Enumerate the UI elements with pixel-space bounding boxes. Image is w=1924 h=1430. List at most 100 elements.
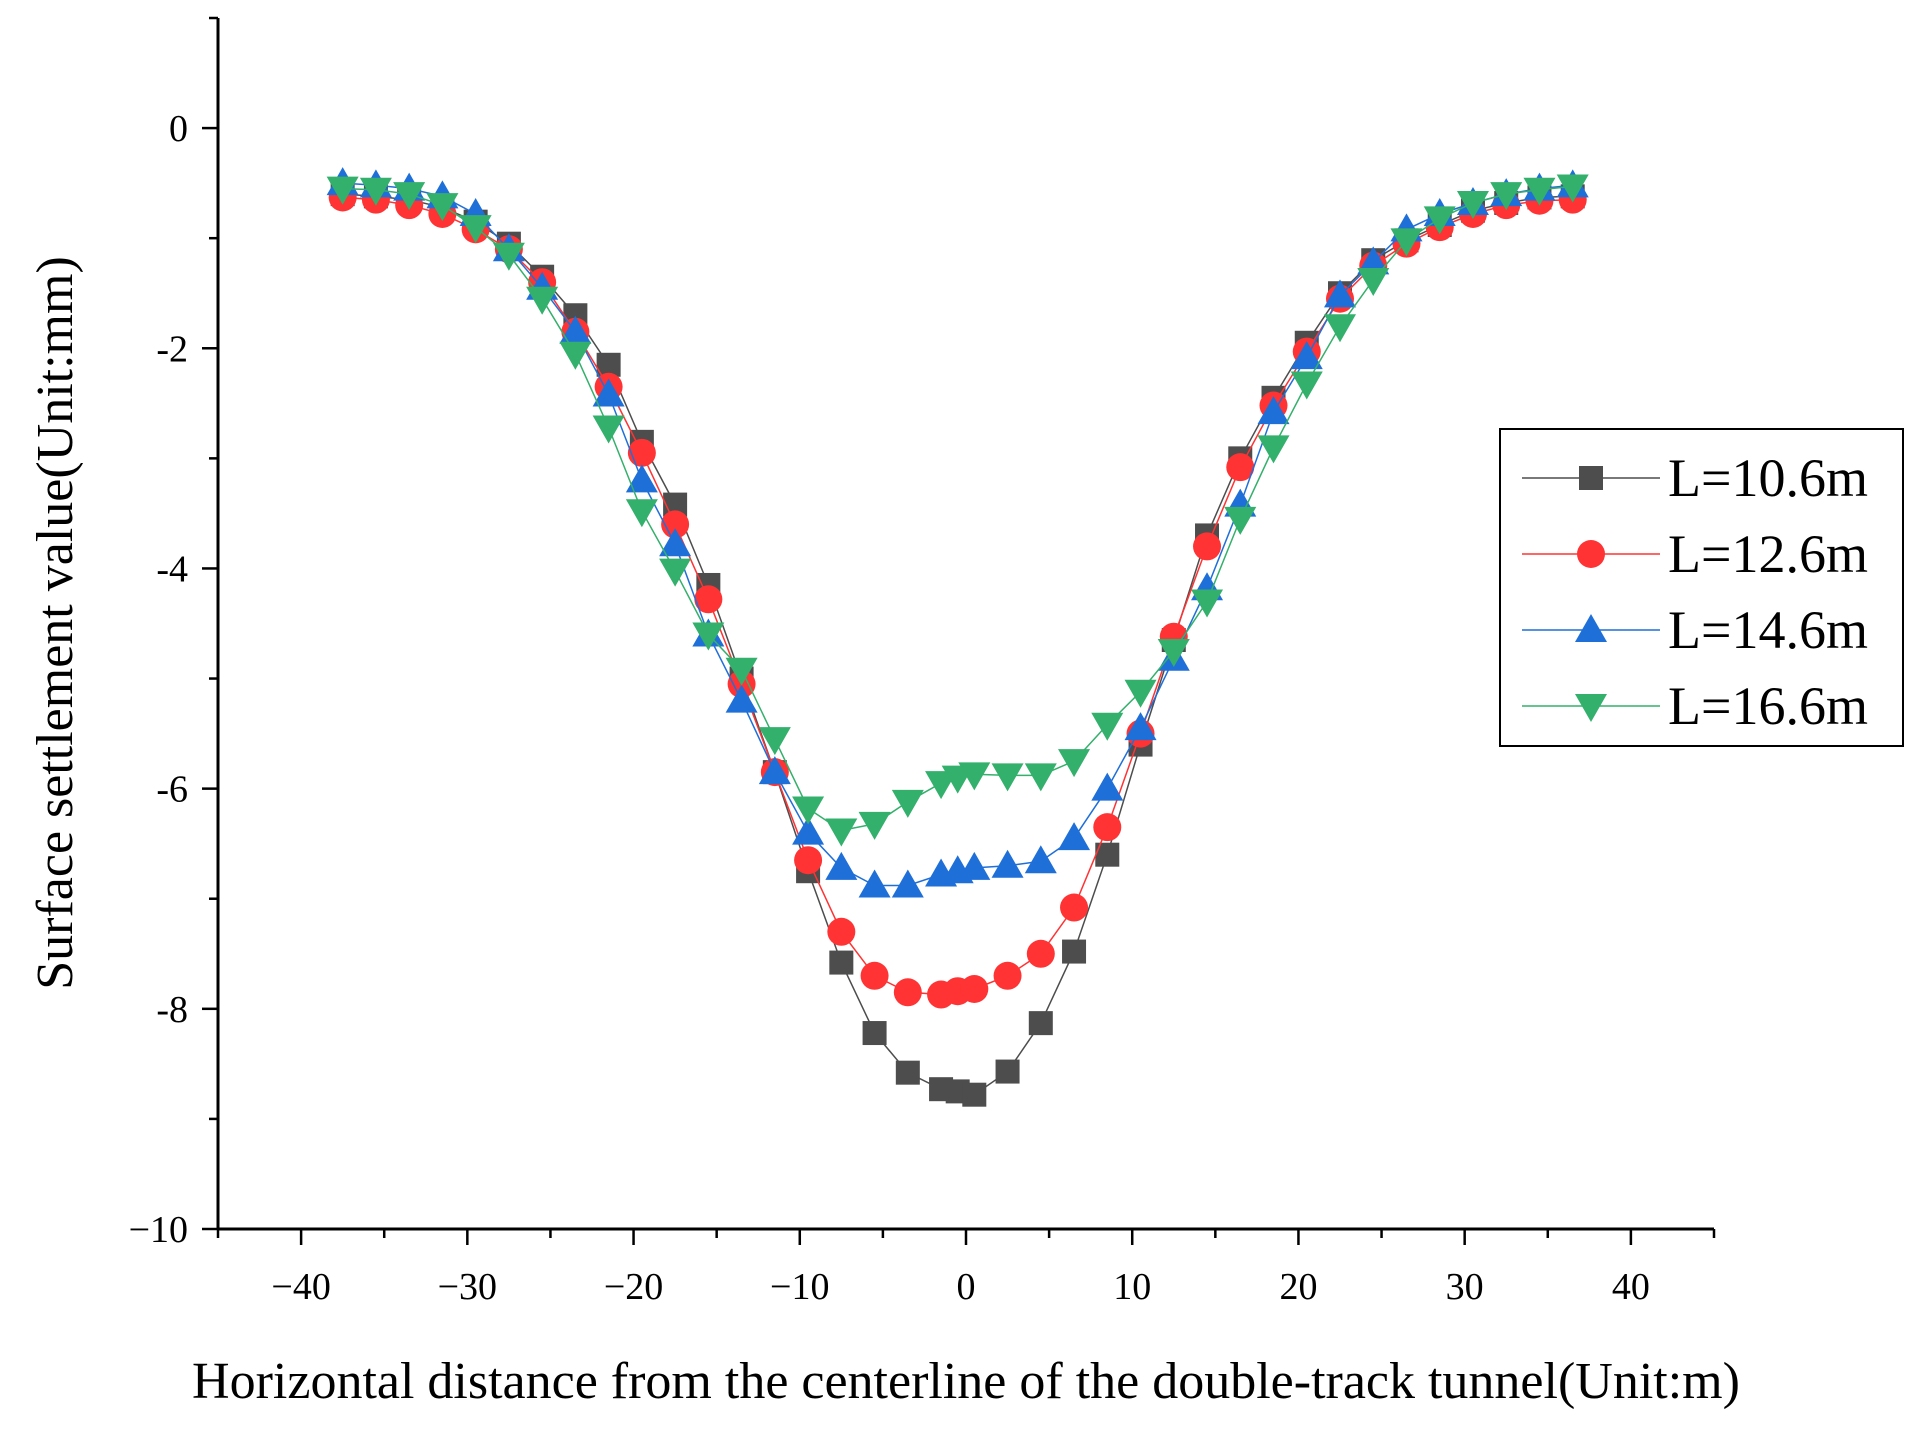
series-1	[330, 182, 1585, 1107]
data-point	[825, 851, 858, 880]
data-point	[1124, 679, 1157, 708]
data-point	[862, 1021, 887, 1046]
data-point	[1024, 845, 1057, 874]
data-point	[1290, 371, 1323, 400]
data-point	[891, 789, 924, 818]
data-point	[526, 286, 559, 315]
x-tick-label: 0	[957, 1266, 976, 1308]
y-axis-title: Surface settlement value(Unit:mm)	[27, 256, 84, 990]
data-point	[1157, 639, 1190, 668]
data-point	[1390, 228, 1423, 257]
series-4	[326, 174, 1589, 847]
data-point	[1324, 279, 1356, 308]
data-point	[1423, 206, 1456, 235]
x-tick-label: 30	[1446, 1266, 1484, 1308]
data-point	[960, 975, 989, 1004]
data-point	[858, 811, 891, 840]
data-point	[326, 176, 359, 205]
data-point	[1193, 532, 1222, 561]
data-point	[1024, 763, 1057, 792]
data-point	[1490, 182, 1523, 211]
data-point	[1556, 174, 1589, 203]
data-point	[725, 684, 758, 713]
data-point	[625, 499, 658, 528]
data-point	[1257, 396, 1290, 425]
y-tick-label: -8	[156, 989, 188, 1031]
data-point	[1257, 435, 1290, 464]
data-point	[1058, 749, 1091, 778]
data-point	[1523, 177, 1556, 206]
data-point	[1062, 939, 1087, 964]
data-point	[958, 762, 991, 791]
data-point	[659, 558, 692, 587]
data-point	[794, 846, 823, 875]
x-tick-label: 40	[1612, 1266, 1650, 1308]
x-tick-label: −20	[604, 1266, 663, 1308]
data-point	[792, 796, 825, 825]
legend: L=10.6m L=12.6m L=14.6m L=16.6m	[1499, 428, 1904, 747]
data-point	[758, 727, 791, 756]
data-point	[858, 869, 891, 898]
x-tick-label: −10	[770, 1266, 829, 1308]
data-point	[1124, 712, 1157, 741]
data-point	[1456, 190, 1489, 219]
data-point	[426, 193, 459, 222]
legend-label: L=14.6m	[1668, 600, 1868, 660]
data-point	[1060, 893, 1089, 922]
data-point	[1091, 772, 1124, 801]
data-point	[991, 849, 1024, 878]
series-2	[328, 183, 1587, 1009]
data-point	[1226, 453, 1255, 482]
data-point	[459, 215, 492, 244]
x-tick-label: 10	[1113, 1266, 1151, 1308]
data-point	[592, 415, 625, 444]
data-point	[891, 869, 924, 898]
y-tick-label: -4	[156, 548, 188, 590]
data-point	[1357, 246, 1390, 275]
data-point	[1093, 813, 1122, 842]
legend-box	[1499, 428, 1904, 747]
data-point	[995, 1059, 1020, 1084]
data-point	[962, 1082, 987, 1107]
data-point	[694, 585, 723, 614]
x-tick-label: −30	[438, 1266, 497, 1308]
data-point	[993, 961, 1022, 990]
legend-marker	[1575, 694, 1607, 722]
data-point	[1290, 341, 1323, 370]
data-point	[359, 177, 392, 206]
y-tick-label: −10	[129, 1209, 188, 1251]
data-point	[559, 315, 592, 344]
data-point	[725, 657, 758, 686]
data-point	[991, 763, 1024, 792]
data-point	[893, 978, 922, 1007]
series-line	[342, 185, 1573, 832]
data-point	[895, 1060, 920, 1085]
data-point	[829, 950, 854, 975]
data-point	[827, 917, 856, 946]
data-point	[1058, 822, 1091, 851]
data-point	[559, 341, 592, 370]
data-point	[1091, 712, 1124, 741]
legend-marker	[1577, 540, 1605, 568]
legend-label: L=12.6m	[1668, 524, 1868, 584]
y-tick-label: 0	[169, 108, 188, 150]
x-axis-title: Horizontal distance from the centerline …	[192, 1353, 1740, 1410]
data-point	[1224, 506, 1257, 535]
data-point	[1324, 314, 1356, 343]
data-point	[860, 961, 889, 990]
x-tick-label: 20	[1279, 1266, 1317, 1308]
data-point	[627, 438, 656, 467]
legend-marker	[1575, 614, 1607, 642]
y-ticks: 0 -2 -4 -6 -8 −10	[129, 16, 218, 1251]
data-point	[625, 464, 658, 493]
data-point	[1028, 1011, 1053, 1036]
legend-label: L=16.6m	[1668, 676, 1868, 736]
data-point	[692, 622, 725, 651]
data-point	[958, 851, 991, 880]
x-tick-label: −40	[271, 1266, 330, 1308]
series-layer	[326, 167, 1589, 1107]
y-tick-label: -2	[156, 328, 188, 370]
data-point	[659, 528, 692, 557]
data-point	[1026, 939, 1055, 968]
